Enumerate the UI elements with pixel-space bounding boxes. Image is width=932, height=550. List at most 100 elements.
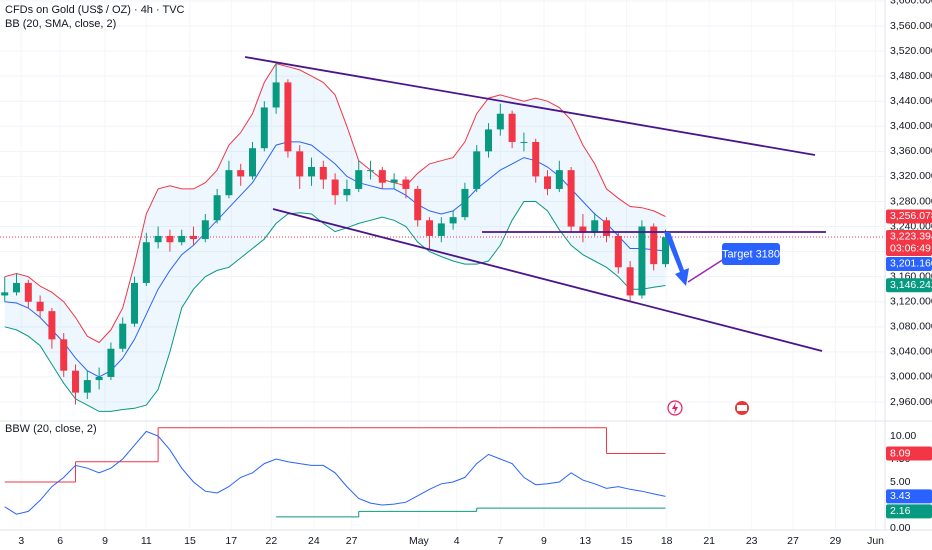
channel-lower	[272, 208, 823, 352]
price-badge-label: 3,201.160	[890, 258, 932, 270]
price-badge-label: 3.43	[890, 490, 911, 502]
chart-title: CFDs on Gold (US$ / OZ) · 4h · TVC	[5, 4, 185, 16]
candle-body	[638, 226, 646, 296]
candle-body	[473, 151, 481, 189]
candle-body	[520, 141, 528, 143]
forecast-arrow	[664, 232, 689, 286]
candle-body	[532, 141, 540, 177]
candle-body	[485, 129, 493, 152]
x-tick-label: 27	[346, 535, 358, 547]
candle-body	[461, 188, 469, 218]
x-tick-label: 29	[830, 535, 842, 547]
price-badge	[886, 489, 932, 504]
x-tick-label: 6	[57, 535, 63, 547]
x-tick-label: 11	[141, 535, 152, 547]
x-tick-label: 22	[266, 535, 278, 547]
candle-body	[555, 170, 563, 189]
x-tick-label: 23	[746, 535, 758, 547]
x-tick-label: 4	[454, 535, 460, 547]
candle-body	[603, 220, 611, 236]
candle-body	[213, 195, 221, 221]
y-tick-label: 10.00	[890, 430, 916, 442]
candle-body	[378, 170, 386, 183]
candle-body	[402, 179, 410, 189]
candle-body	[260, 107, 268, 149]
candle-body	[119, 323, 127, 349]
price-badge-label: 3,146.242	[890, 279, 932, 291]
candle-body	[390, 179, 398, 183]
x-tick-label: 27	[787, 535, 799, 547]
price-badge	[886, 209, 932, 224]
candle-body	[426, 220, 434, 236]
y-tick-label: 3,360.000	[890, 145, 932, 157]
x-tick-label: May	[409, 535, 430, 547]
y-tick-label: 3,280.000	[890, 195, 932, 207]
y-tick-label: 3,320.000	[890, 170, 932, 182]
candle-body	[650, 226, 658, 265]
x-tick-label: 17	[225, 535, 237, 547]
price-badge-label: 2.16	[890, 505, 911, 517]
candle-body	[72, 370, 80, 393]
price-badge	[886, 278, 932, 293]
candle-body	[614, 235, 622, 268]
y-tick-label: 3,520.000	[890, 45, 932, 57]
x-tick-label: 24	[308, 535, 320, 547]
y-tick-label: 3,400.000	[890, 120, 932, 132]
y-tick-label: 0.00	[890, 522, 911, 534]
x-tick-label: 18	[661, 535, 673, 547]
y-tick-label: 3,560.000	[890, 20, 932, 32]
bbw-pane	[4, 427, 666, 518]
candle-body	[131, 282, 139, 324]
y-tick-label: 3,000.000	[890, 371, 932, 383]
bollinger-band	[4, 63, 666, 344]
indicator-title: BB (20, SMA, close, 2)	[5, 18, 116, 30]
y-tick-label: 3,600.000	[890, 0, 932, 7]
candle-body	[48, 311, 56, 340]
band-fill	[4, 63, 666, 412]
bollinger-band	[4, 201, 666, 412]
candle-body	[107, 348, 115, 377]
candle-body	[284, 82, 292, 152]
x-tick-label: Jun	[867, 535, 884, 547]
candle-body	[449, 217, 457, 224]
candle-body	[296, 151, 304, 177]
candle-body	[237, 170, 245, 177]
price-badge-label: 8.09	[890, 447, 911, 459]
price-badge-label: 3,256.078	[890, 210, 932, 222]
candle-body	[249, 148, 257, 177]
candle-body	[178, 235, 186, 243]
candle-body	[13, 282, 21, 293]
x-tick-label: 9	[541, 535, 547, 547]
countdown-label: 03:06:49	[890, 243, 931, 255]
x-tick-label: 3	[18, 535, 24, 547]
candle-body	[83, 380, 91, 393]
price-badge	[886, 446, 932, 461]
candle-body	[308, 167, 316, 177]
y-tick-label: 5.00	[890, 476, 911, 488]
event-icons	[667, 400, 749, 416]
y-tick-label: 2,960.000	[890, 396, 932, 408]
candle-body	[343, 188, 351, 196]
target-box	[722, 243, 780, 265]
candle-body	[591, 220, 599, 233]
candle-body	[579, 226, 587, 233]
candle-body	[60, 339, 68, 371]
candle-body	[496, 113, 504, 130]
target-label: Target 3180	[722, 248, 780, 260]
x-tick-label: 21	[703, 535, 715, 547]
candle-body	[437, 223, 445, 236]
candle-body	[142, 242, 150, 283]
candle-body	[24, 282, 32, 302]
candle-body	[166, 235, 174, 243]
price-badge	[886, 504, 932, 519]
candle-body	[190, 235, 198, 240]
indicator-title: BBW (20, close, 2)	[5, 423, 97, 435]
candle-body	[154, 235, 162, 243]
candle-body	[567, 170, 575, 227]
axes: 3,600.000 3,560.000 3,520.000 3,480.000 3,44…	[18, 0, 932, 547]
candle-body	[626, 267, 634, 296]
bollinger-band	[4, 141, 666, 378]
price-badge	[886, 256, 932, 271]
